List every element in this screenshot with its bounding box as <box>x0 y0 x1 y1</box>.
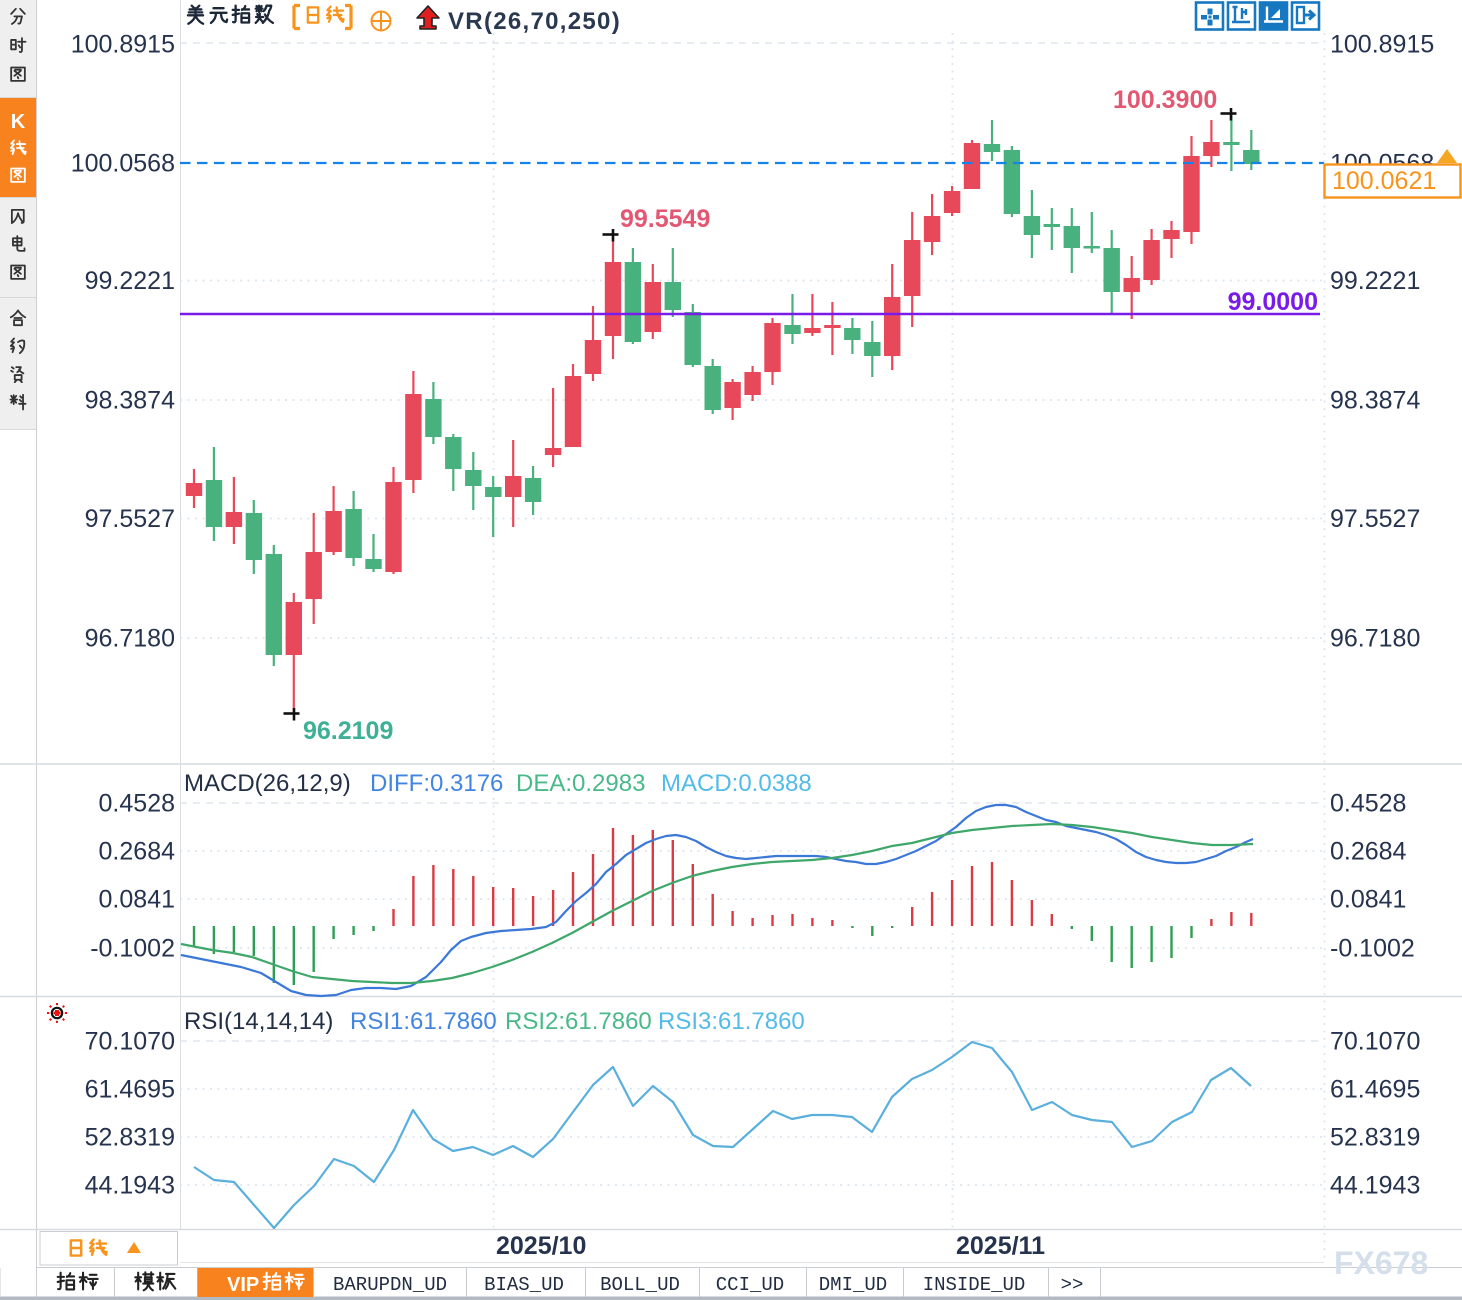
svg-text:RSI3:61.7860: RSI3:61.7860 <box>658 1008 805 1035</box>
svg-text:RSI(14,14,14): RSI(14,14,14) <box>184 1008 333 1035</box>
svg-text:0.2684: 0.2684 <box>99 838 176 866</box>
svg-text:100.8915: 100.8915 <box>1330 31 1434 59</box>
svg-text:70.1070: 70.1070 <box>1330 1028 1420 1056</box>
svg-text:0.0841: 0.0841 <box>1330 886 1406 914</box>
svg-text:44.1943: 44.1943 <box>85 1172 175 1200</box>
svg-text:99.5549: 99.5549 <box>620 205 710 233</box>
svg-text:MACD(26,12,9): MACD(26,12,9) <box>184 770 351 797</box>
svg-text:100.0568: 100.0568 <box>71 150 175 178</box>
svg-text:98.3874: 98.3874 <box>85 387 175 415</box>
svg-text:99.0000: 99.0000 <box>1228 288 1318 316</box>
svg-text:100.3900: 100.3900 <box>1113 86 1217 114</box>
svg-text:RSI2:61.7860: RSI2:61.7860 <box>505 1008 652 1035</box>
svg-text:61.4695: 61.4695 <box>1330 1076 1420 1104</box>
svg-text:0.0841: 0.0841 <box>99 886 175 914</box>
svg-text:70.1070: 70.1070 <box>85 1028 175 1056</box>
svg-text:97.5527: 97.5527 <box>85 505 175 533</box>
svg-text:K: K <box>11 111 26 133</box>
svg-text:96.7180: 96.7180 <box>85 625 175 653</box>
svg-text:100.0621: 100.0621 <box>1332 167 1436 195</box>
svg-text:0.4528: 0.4528 <box>1330 790 1406 818</box>
svg-text:CCI_UD: CCI_UD <box>716 1274 784 1296</box>
svg-text:DMI_UD: DMI_UD <box>819 1274 887 1296</box>
svg-text:44.1943: 44.1943 <box>1330 1172 1420 1200</box>
svg-text:VIP: VIP <box>227 1274 259 1296</box>
svg-text:100.8915: 100.8915 <box>71 31 175 59</box>
svg-text:INSIDE_UD: INSIDE_UD <box>923 1274 1026 1296</box>
svg-text:98.3874: 98.3874 <box>1330 387 1420 415</box>
svg-text:VR(26,70,250): VR(26,70,250) <box>448 8 621 35</box>
svg-text:96.2109: 96.2109 <box>303 717 393 745</box>
svg-text:DIFF:0.3176: DIFF:0.3176 <box>370 770 503 797</box>
svg-text:>>: >> <box>1061 1274 1084 1296</box>
svg-text:FX678: FX678 <box>1334 1245 1428 1281</box>
svg-text:97.5527: 97.5527 <box>1330 505 1420 533</box>
svg-text:0.2684: 0.2684 <box>1330 838 1407 866</box>
svg-text:2025/11: 2025/11 <box>956 1232 1045 1260</box>
svg-text:-0.1002: -0.1002 <box>90 935 175 963</box>
svg-text:99.2221: 99.2221 <box>85 267 175 295</box>
svg-text:BOLL_UD: BOLL_UD <box>600 1274 680 1296</box>
svg-text:61.4695: 61.4695 <box>85 1076 175 1104</box>
svg-text:RSI1:61.7860: RSI1:61.7860 <box>350 1008 497 1035</box>
svg-text:MACD:0.0388: MACD:0.0388 <box>661 770 812 797</box>
svg-text:96.7180: 96.7180 <box>1330 625 1420 653</box>
svg-text:2025/10: 2025/10 <box>496 1232 586 1260</box>
svg-text:52.8319: 52.8319 <box>1330 1124 1420 1152</box>
svg-text:DEA:0.2983: DEA:0.2983 <box>516 770 645 797</box>
svg-text:0.4528: 0.4528 <box>99 790 175 818</box>
svg-text:BARUPDN_UD: BARUPDN_UD <box>333 1274 447 1296</box>
svg-text:BIAS_UD: BIAS_UD <box>484 1274 564 1296</box>
svg-text:52.8319: 52.8319 <box>85 1124 175 1152</box>
svg-text:-0.1002: -0.1002 <box>1330 935 1415 963</box>
svg-text:99.2221: 99.2221 <box>1330 267 1420 295</box>
